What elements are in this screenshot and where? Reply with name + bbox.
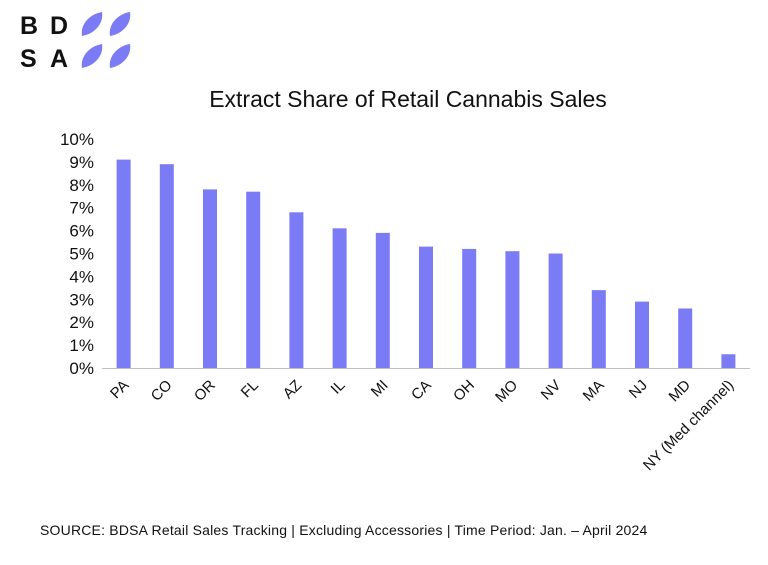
- bdsa-logo: B D S A: [20, 12, 131, 73]
- logo-leaf-icon: [109, 12, 131, 36]
- y-tick-label: 6%: [69, 222, 94, 241]
- bar-ny-med-channel: [721, 354, 736, 368]
- y-tick-label: 3%: [69, 290, 94, 309]
- bar-fl: [246, 191, 261, 368]
- bar-ca: [419, 246, 433, 368]
- x-tick-label: MD: [666, 377, 695, 406]
- logo-leaf-icon: [81, 12, 103, 36]
- chart-title: Extract Share of Retail Cannabis Sales: [209, 86, 607, 112]
- y-tick-label: 7%: [69, 199, 94, 218]
- logo-leaf-icon: [81, 44, 103, 68]
- x-tick-label: FL: [238, 377, 262, 401]
- y-tick-label: 4%: [69, 267, 94, 286]
- source-note: SOURCE: BDSA Retail Sales Tracking | Exc…: [40, 522, 648, 538]
- x-tick-label: CA: [408, 377, 435, 404]
- x-tick-label: AZ: [280, 377, 306, 403]
- bar-mo: [505, 251, 520, 368]
- x-tick-label: MI: [368, 377, 392, 401]
- y-tick-label: 5%: [69, 245, 94, 264]
- bar-pa: [116, 159, 131, 368]
- bar-ma: [591, 290, 606, 368]
- logo-leaf-icon: [109, 44, 131, 68]
- y-tick-label: 0%: [69, 359, 94, 378]
- y-tick-label: 10%: [60, 130, 94, 149]
- bars: [116, 159, 736, 368]
- logo-letter-b: B: [20, 12, 38, 40]
- x-tick-label: IL: [328, 377, 349, 398]
- bar-mi: [375, 232, 390, 368]
- logo-letter-s: S: [20, 45, 37, 73]
- bar-or: [203, 189, 217, 368]
- y-tick-label: 1%: [69, 336, 94, 355]
- bar-co: [159, 164, 174, 368]
- x-tick-label: NJ: [626, 377, 651, 402]
- bar-il: [332, 228, 347, 368]
- x-tick-label: CO: [148, 377, 176, 405]
- bar-az: [289, 212, 304, 368]
- x-tick-label: MA: [580, 377, 608, 405]
- y-tick-label: 9%: [69, 153, 94, 172]
- bar-oh: [462, 248, 477, 368]
- bar-nv: [548, 253, 563, 368]
- logo-letter-d: D: [50, 12, 68, 40]
- x-tick-label: NV: [538, 377, 565, 404]
- x-tick-label: PA: [107, 377, 132, 402]
- bar-md: [678, 308, 693, 368]
- y-axis: 0% 1% 2% 3% 4% 5% 6% 7% 8% 9% 10%: [60, 130, 94, 378]
- y-tick-label: 8%: [69, 176, 94, 195]
- x-tick-label: OH: [450, 377, 478, 405]
- x-tick-label: MO: [492, 377, 521, 406]
- y-tick-label: 2%: [69, 313, 94, 332]
- logo-letter-a: A: [50, 45, 68, 73]
- x-tick-label: OR: [191, 377, 219, 405]
- bar-nj: [635, 301, 649, 368]
